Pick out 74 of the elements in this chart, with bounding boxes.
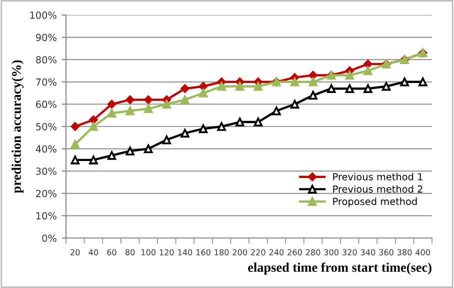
y-tick-label: 80%: [36, 56, 56, 64]
point: [126, 146, 134, 156]
point: [162, 100, 172, 109]
point: [345, 70, 354, 80]
y-tick-label: 100%: [30, 11, 56, 19]
point: [364, 66, 372, 76]
x-tick-label: 100: [142, 249, 156, 256]
x-tick-label: 240: [269, 249, 284, 256]
point: [89, 115, 98, 124]
y-tick-label: 90%: [36, 34, 56, 42]
y-tick-label: 50%: [36, 122, 56, 130]
point: [308, 70, 318, 80]
point: [180, 95, 190, 104]
point: [70, 156, 80, 164]
x-tick-label: 220: [251, 249, 266, 256]
legend-label: Previous method 1: [333, 172, 422, 180]
x-tick-label: 200: [232, 249, 248, 256]
x-tick-label: 300: [324, 249, 339, 256]
x-tick-label: 120: [160, 249, 174, 256]
x-tick-label: 160: [196, 249, 210, 256]
point: [364, 60, 372, 68]
point: [326, 84, 336, 93]
point: [180, 84, 190, 93]
x-tick-label: 380: [397, 249, 412, 256]
point: [345, 84, 354, 93]
point: [89, 156, 98, 164]
y-tick-label: 10%: [36, 212, 56, 220]
point: [107, 108, 116, 118]
point: [198, 88, 208, 98]
point: [144, 144, 153, 154]
point: [254, 118, 263, 126]
point: [107, 100, 116, 109]
x-tick-label: 260: [288, 249, 302, 256]
point: [290, 100, 300, 109]
point: [290, 78, 300, 86]
legend-label: Previous method 2: [333, 185, 422, 193]
point: [70, 140, 80, 149]
point: [126, 95, 134, 104]
point: [107, 151, 116, 160]
point: [217, 82, 226, 91]
x-tick-label: 340: [360, 249, 376, 256]
y-tick-label: 40%: [36, 145, 56, 153]
point: [217, 122, 226, 131]
point: [308, 90, 318, 100]
x-tick-label: 80: [125, 249, 135, 256]
x-tick-label: 40: [88, 249, 98, 256]
x-tick-label: 20: [70, 249, 80, 256]
y-tick-label: 30%: [36, 168, 56, 175]
x-tick-label: 280: [306, 249, 320, 256]
y-tick-label: 70%: [36, 78, 56, 86]
point: [235, 118, 244, 126]
x-tick-label: 320: [342, 249, 357, 256]
x-tick-label: 360: [379, 249, 394, 256]
y-axis-title: prediction accuracy(%): [12, 60, 24, 194]
x-axis-title: elapsed time from start time(sec): [248, 262, 432, 275]
y-tick-label: 0%: [42, 234, 56, 242]
point: [70, 122, 80, 131]
x-tick-label: 140: [178, 249, 192, 256]
point: [198, 82, 208, 91]
point: [180, 128, 190, 138]
point: [235, 82, 244, 91]
x-tick-label: 400: [416, 249, 430, 256]
point: [89, 122, 98, 131]
y-tick-label: 60%: [36, 100, 56, 108]
x-tick-label: 60: [107, 249, 116, 256]
point: [382, 82, 391, 91]
point: [254, 82, 263, 91]
y-tick-label: 20%: [36, 190, 56, 198]
point: [144, 104, 153, 114]
legend-label: Proposed method: [333, 198, 417, 207]
point: [144, 95, 153, 104]
point: [364, 84, 372, 93]
x-tick-label: 180: [214, 249, 229, 256]
point: [198, 124, 208, 134]
